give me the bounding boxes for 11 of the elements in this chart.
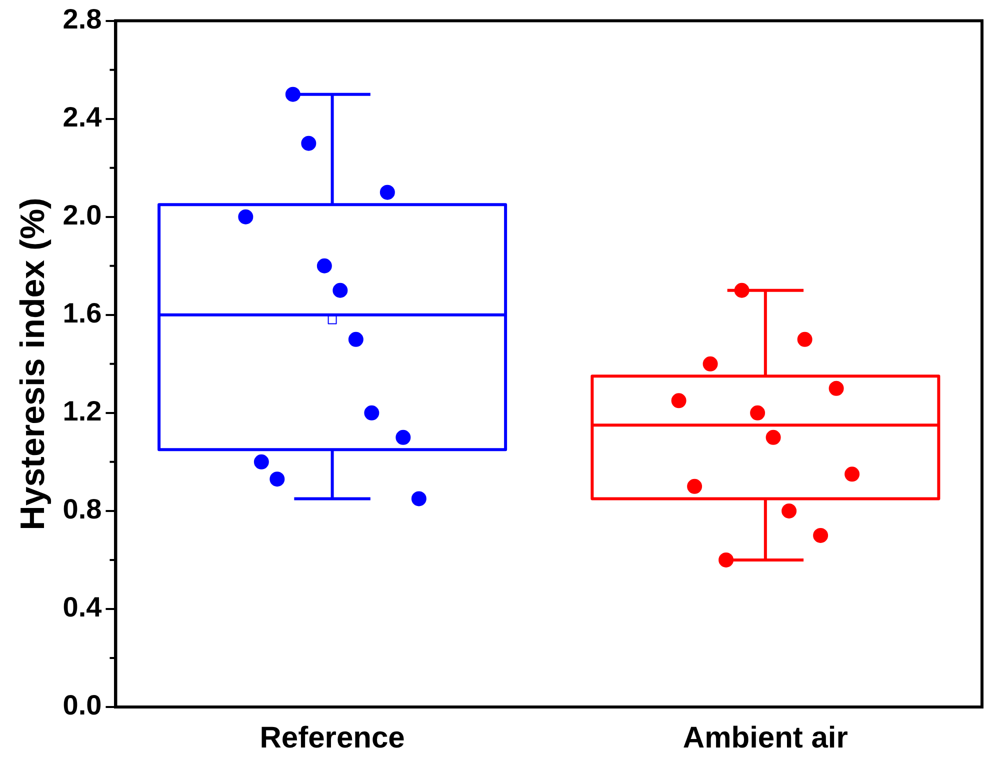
x-tick-label: Ambient air — [682, 721, 848, 754]
y-tick-label: 2.4 — [62, 102, 102, 133]
x-tick-label: Reference — [260, 721, 405, 754]
y-tick-label: 1.6 — [62, 298, 102, 329]
y-tick-label: 0.8 — [62, 494, 102, 525]
y-tick-label: 0.0 — [62, 690, 102, 721]
y-axis-title: Hysteresis index (%) — [14, 198, 52, 530]
y-tick-label: 0.4 — [62, 592, 102, 623]
y-tick-label: 2.0 — [62, 200, 102, 231]
y-tick-label: 2.8 — [62, 4, 102, 35]
y-tick-label: 1.2 — [62, 396, 102, 427]
